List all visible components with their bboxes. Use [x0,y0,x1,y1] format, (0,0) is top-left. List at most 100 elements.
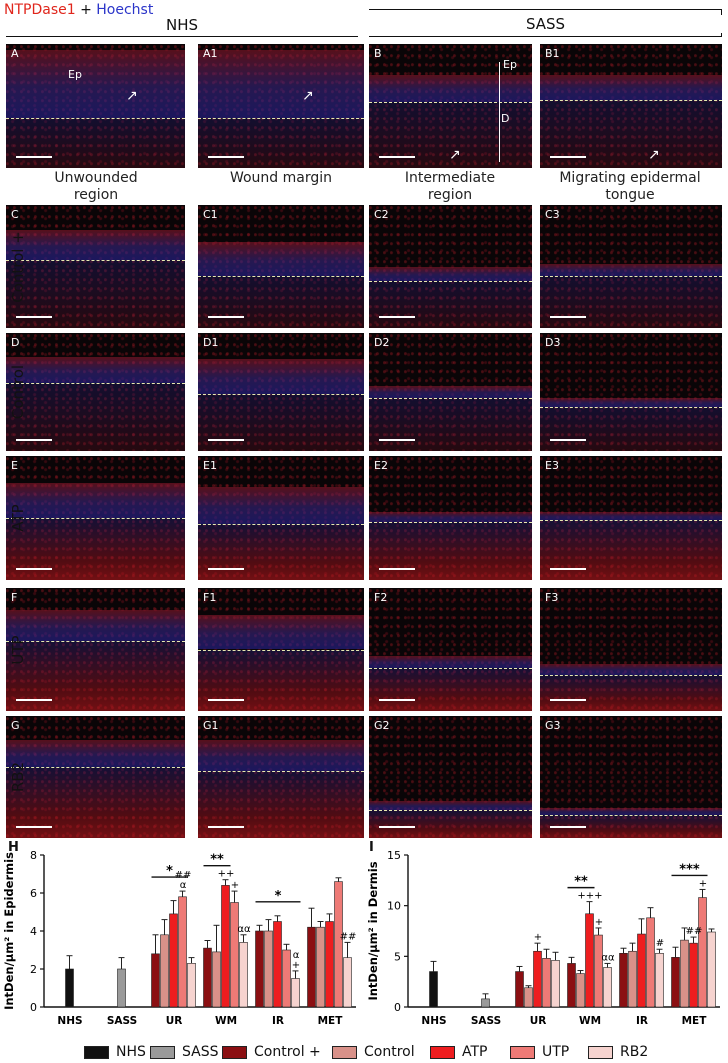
epidermis-layer [369,386,532,398]
scale-bar [208,439,244,441]
micrograph-D1: D1 [198,333,364,451]
layer-divider-line [499,62,500,162]
epidermis-layer [540,664,722,676]
micrograph-G2: G2 [369,716,532,838]
dermis-layer [198,276,364,328]
legend-label: NHS [116,1044,146,1060]
dermal-epidermal-junction [369,102,532,104]
bar-utp [542,958,551,1008]
bar-control [628,950,637,1008]
bar-control [567,963,576,1008]
bar-atp [689,942,698,1008]
scale-bar [550,826,586,828]
epidermis-layer [6,483,185,518]
dermal-epidermal-junction [540,520,722,522]
bar-utp [646,917,655,1008]
micrograph-E3: E3 [540,456,722,580]
epidermis-tag: Ep [503,58,517,71]
scale-bar [379,826,415,828]
panel-label: E3 [545,459,559,472]
significance-mark: α [293,950,300,961]
chart-legend: NHS SASS Control + Control ATP UTP RB2 [0,1043,728,1061]
legend-item: NHS [84,1043,146,1061]
bar-rb2 [603,967,612,1008]
significance-mark: + [292,960,300,971]
dermal-epidermal-junction [369,281,532,283]
column-label-line: Intermediate [404,170,496,186]
legend-item: Control [332,1043,415,1061]
x-tick-label: MET [682,1015,708,1027]
scale-bar [16,568,52,570]
panel-label: D3 [545,336,561,349]
column-label: Wound margin [201,170,361,187]
column-label-line: Unwounded [54,170,138,186]
dermal-epidermal-junction [369,667,532,669]
x-tick-label: IR [272,1015,284,1027]
legend-label: SASS [182,1044,219,1060]
stain-plus: + [75,2,97,18]
x-tick-label: UR [530,1015,547,1027]
bar-control [203,947,212,1008]
scale-bar [550,156,586,158]
micrograph-C1: C1 [198,205,364,328]
nhs-group-line [6,36,358,37]
legend-label: ATP [462,1044,488,1060]
x-tick-label: IR [636,1015,648,1027]
stain-blue-label: Hoechst [96,2,154,18]
micrograph-E: E [6,456,185,580]
micrograph-D2: D2 [369,333,532,451]
legend-swatch [150,1045,175,1059]
legend-item: Control + [222,1043,321,1061]
y-tick-label: 0 [394,1001,401,1014]
significance-stars: * [166,864,173,879]
column-label-line: Migrating epidermal [559,170,701,186]
bar-atp [533,950,542,1008]
scale-bar [16,699,52,701]
bar-sass [117,968,126,1008]
scale-bar [379,439,415,441]
chart-i-panel-label: I [369,840,374,855]
legend-item: ATP [430,1043,487,1061]
dermal-epidermal-junction [198,394,364,396]
epidermis-layer [198,487,364,525]
scale-bar [379,156,415,158]
significance-mark: +++ [577,891,602,902]
panel-label: D1 [203,336,219,349]
bar-atp [169,913,178,1008]
dermal-epidermal-junction [6,382,185,384]
bar-control [619,952,628,1008]
dermis-layer [369,667,532,711]
column-label-line: tongue [605,187,655,203]
dermal-epidermal-junction [6,260,185,262]
legend-swatch [430,1045,455,1059]
nhs-group-label: NHS [165,16,199,34]
bar-control [671,957,680,1008]
sass-group-label: SASS [369,15,722,33]
dermis-layer [6,518,185,580]
tissue-texture [540,44,722,168]
micrograph-A: A Ep ↗ [6,44,185,168]
epidermis-layer [540,511,722,521]
dermis-layer [540,520,722,580]
significance-mark: α [180,880,187,891]
y-tick-label: 10 [387,900,401,913]
micrograph-F: F [6,588,185,711]
stain-red-label: NTPDase1 [4,2,76,18]
significance-mark: ++ [218,869,235,880]
micrograph-G: G [6,716,185,838]
row-label: ATP [9,504,27,532]
micrograph-C: C [6,205,185,328]
y-tick-label: 6 [30,887,37,900]
epidermis-layer [540,397,722,408]
micrograph-E1: E1 [198,456,364,580]
bar-control [524,987,533,1008]
bar-utp [178,896,187,1008]
dermis-layer [198,524,364,580]
micrograph-A1: A1 ↗ [198,44,364,168]
legend-swatch [222,1045,247,1059]
panel-label: F1 [203,591,217,604]
tissue-texture [540,333,722,451]
bar-rb2 [707,931,716,1008]
bar-atp [637,933,646,1008]
x-tick-label: WM [579,1015,601,1027]
